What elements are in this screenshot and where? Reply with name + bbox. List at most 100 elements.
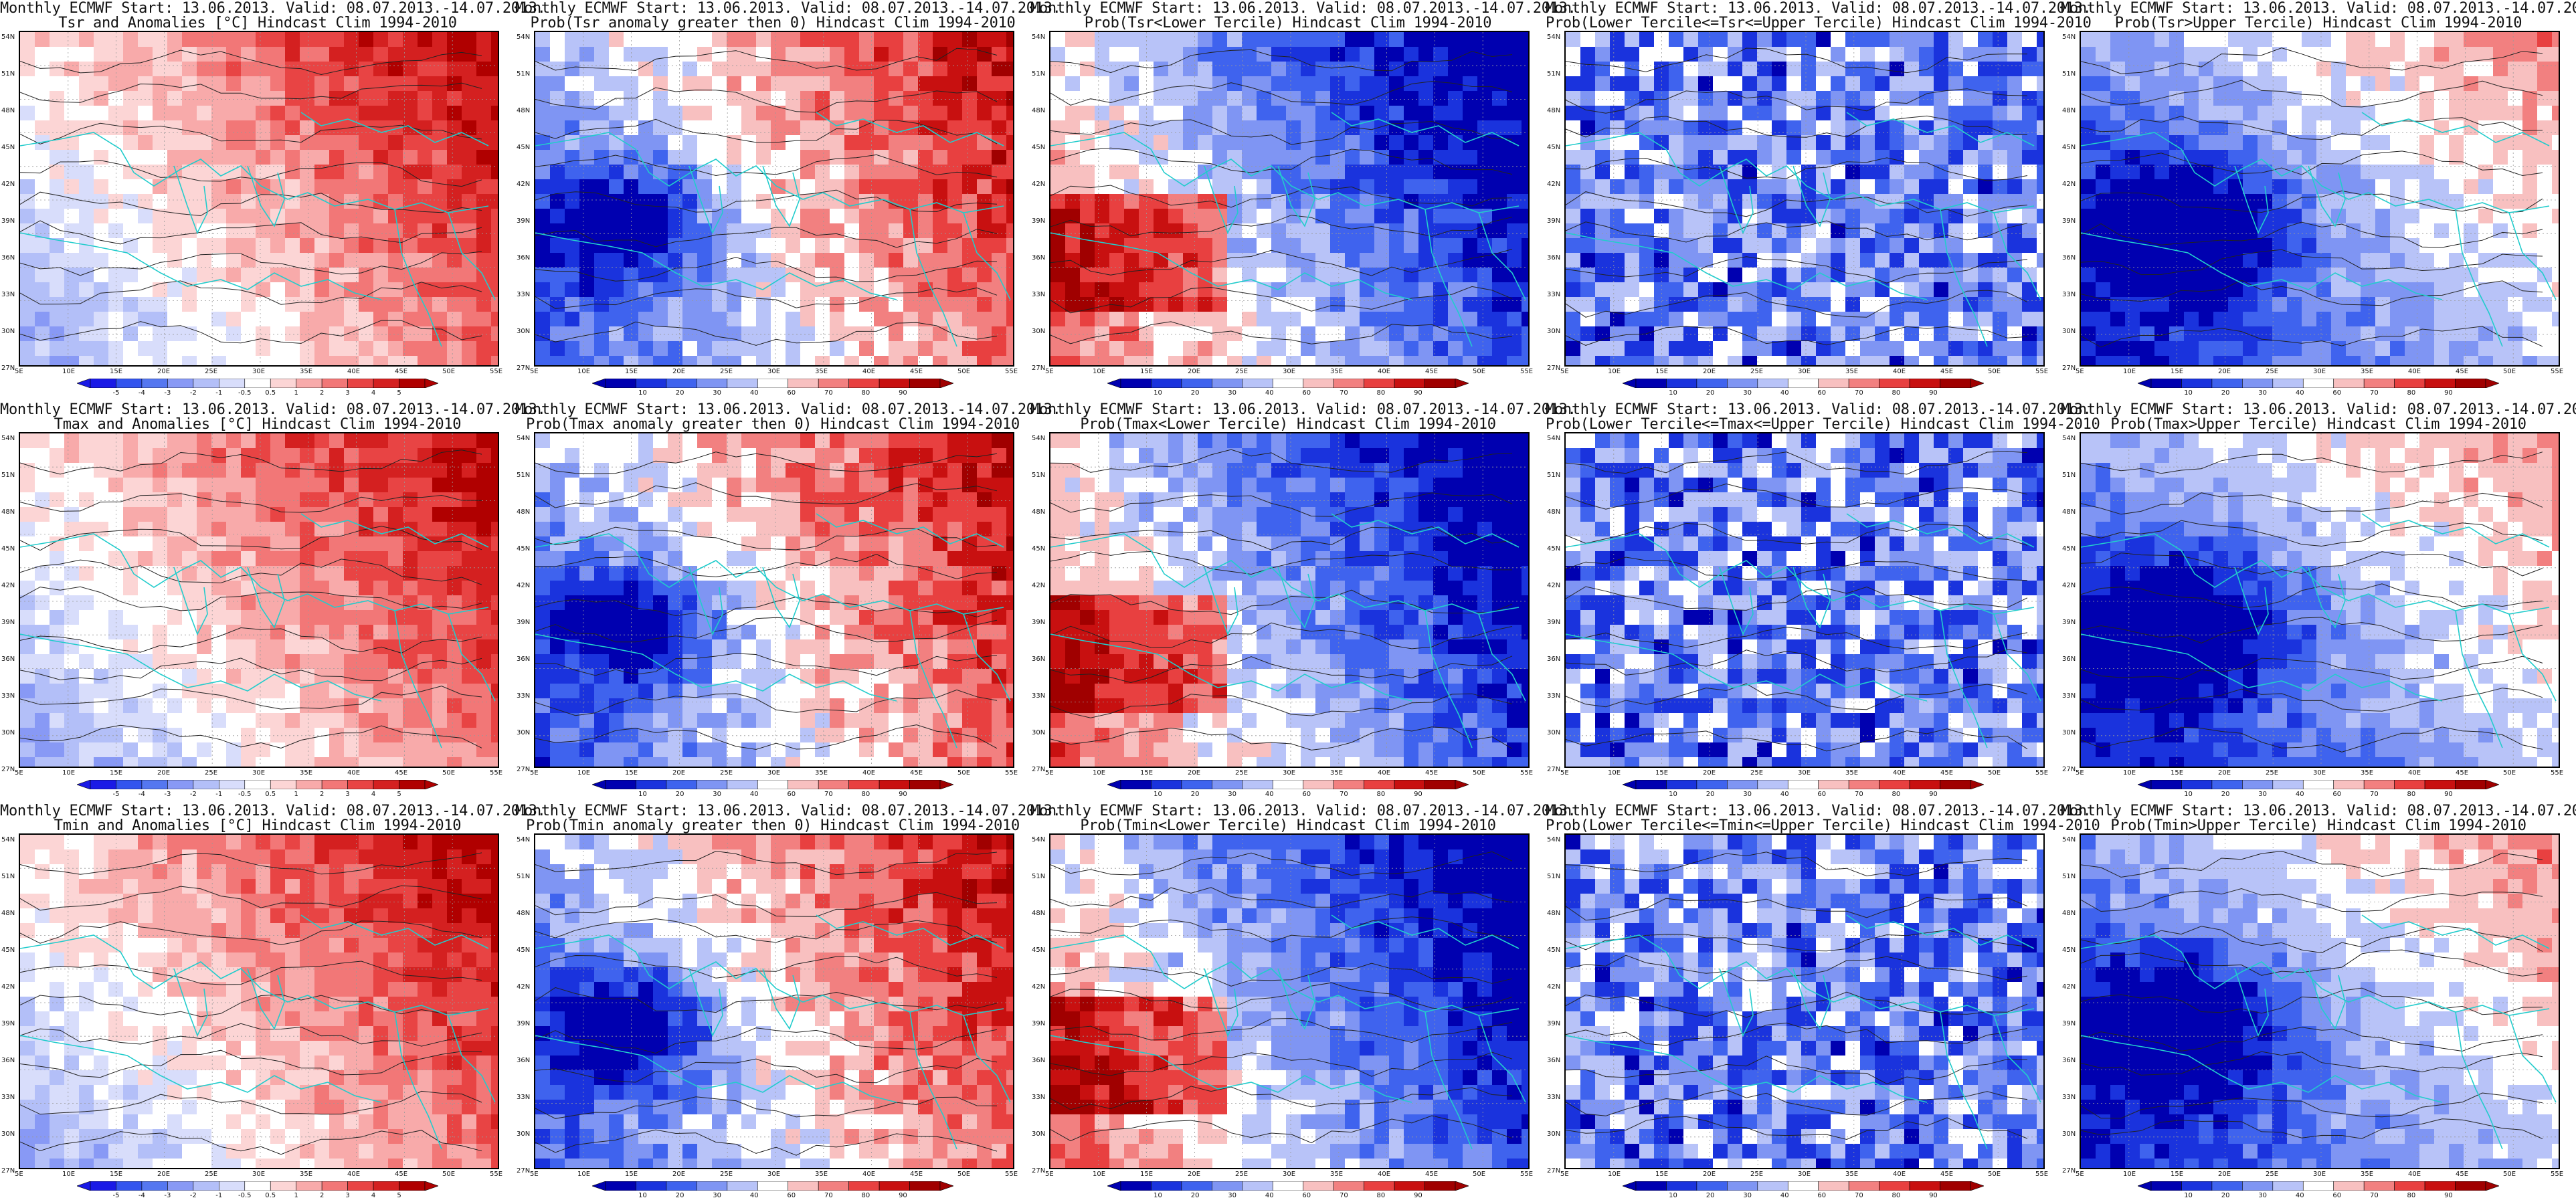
field-cell <box>2419 341 2435 357</box>
panel-title-line2: Tsr and Anomalies [°C] Hindcast Clim 199… <box>58 15 457 31</box>
field-cell <box>1786 356 1802 365</box>
field-cell <box>1418 312 1434 327</box>
field-cell <box>2552 135 2559 150</box>
field-cell <box>1610 238 1625 254</box>
field-cell <box>1006 268 1013 283</box>
field-cell <box>2272 120 2288 136</box>
field-cell <box>2464 91 2479 106</box>
field-cell <box>2390 223 2405 239</box>
field-cell <box>2390 268 2405 283</box>
field-cell <box>35 179 50 195</box>
field-cell <box>1212 135 1228 150</box>
field-cell <box>403 341 418 357</box>
field-cell <box>462 326 477 342</box>
coastline <box>1566 232 1928 300</box>
field-cell <box>1757 194 1772 209</box>
field-cell <box>1168 312 1184 327</box>
colorbar-label: 80 <box>1376 389 1386 397</box>
field-cell <box>359 625 374 640</box>
field-cell <box>138 463 153 478</box>
field-cell <box>1845 223 1861 239</box>
field-cell <box>1345 47 1360 62</box>
field-cell <box>962 312 978 327</box>
field-cell <box>2405 76 2420 92</box>
field-cell <box>2449 297 2464 312</box>
field-cell <box>256 106 271 121</box>
field-cell <box>2419 76 2435 92</box>
field-cell <box>1257 150 1272 165</box>
field-cell <box>1492 106 1507 121</box>
field-cell <box>565 282 580 298</box>
field-cell <box>314 106 330 121</box>
field-cell <box>1786 76 1802 92</box>
field-cell <box>889 253 904 268</box>
field-cell <box>373 282 389 298</box>
field-cell <box>1772 209 1787 224</box>
field-cell <box>800 47 816 62</box>
field-cell <box>1492 120 1507 136</box>
field-cell <box>2184 179 2199 195</box>
field-cell <box>2361 268 2376 283</box>
field-cell <box>1448 106 1463 121</box>
contour-line <box>2081 150 2543 177</box>
field-cell <box>2464 106 2479 121</box>
field-cell <box>638 194 654 209</box>
field-cell <box>418 669 433 684</box>
field-cell <box>1904 282 1920 298</box>
field-cell <box>1360 356 1375 365</box>
field-cell <box>418 684 433 699</box>
field-cell <box>1095 341 1110 357</box>
field-cell <box>64 595 80 611</box>
field-cell <box>712 297 727 312</box>
field-cell <box>35 341 50 357</box>
field-cell <box>1286 341 1301 357</box>
field-cell <box>344 698 359 714</box>
field-cell <box>123 639 139 655</box>
field-cell <box>1168 341 1184 357</box>
field-cell <box>874 135 889 150</box>
field-cell <box>462 536 477 552</box>
field-cell <box>2125 76 2140 92</box>
field-cell <box>182 120 197 136</box>
field-cell <box>1257 194 1272 209</box>
field-cell <box>64 47 80 62</box>
longitude-label: 25E <box>1750 368 1764 375</box>
field-cell <box>2243 91 2258 106</box>
field-cell <box>1625 238 1640 254</box>
colorbar-label: 80 <box>2407 389 2416 397</box>
field-cell <box>359 463 374 478</box>
field-cell <box>1580 91 1596 106</box>
field-cell <box>359 341 374 357</box>
field-cell <box>1109 47 1125 62</box>
field-cell <box>1978 312 1993 327</box>
colorbar-label: 40 <box>1780 389 1789 397</box>
field-cell <box>1890 297 1905 312</box>
field-cell <box>2449 150 2464 165</box>
field-cell <box>947 238 963 254</box>
field-cell <box>1154 253 1169 268</box>
field-cell <box>786 150 801 165</box>
field-cell <box>256 341 271 357</box>
field-cell <box>1875 341 1890 357</box>
field-cell <box>638 326 654 342</box>
field-cell <box>344 165 359 180</box>
field-cell <box>1625 106 1640 121</box>
field-cell <box>918 47 933 62</box>
field-cell <box>2375 47 2391 62</box>
field-cell <box>314 669 330 684</box>
field-cell <box>1801 312 1817 327</box>
field-cell <box>1271 47 1287 62</box>
field-cell <box>2361 209 2376 224</box>
field-cell <box>270 433 286 449</box>
longitude-label: 5E <box>15 368 23 375</box>
field-cell <box>830 209 845 224</box>
field-cell <box>123 492 139 508</box>
field-cell <box>1683 150 1699 165</box>
field-cell <box>2037 282 2043 298</box>
field-cell <box>697 341 713 357</box>
field-cell <box>314 478 330 493</box>
field-cell <box>1315 76 1331 92</box>
field-cell <box>285 135 300 150</box>
field-cell <box>1418 76 1434 92</box>
field-cell <box>182 135 197 150</box>
